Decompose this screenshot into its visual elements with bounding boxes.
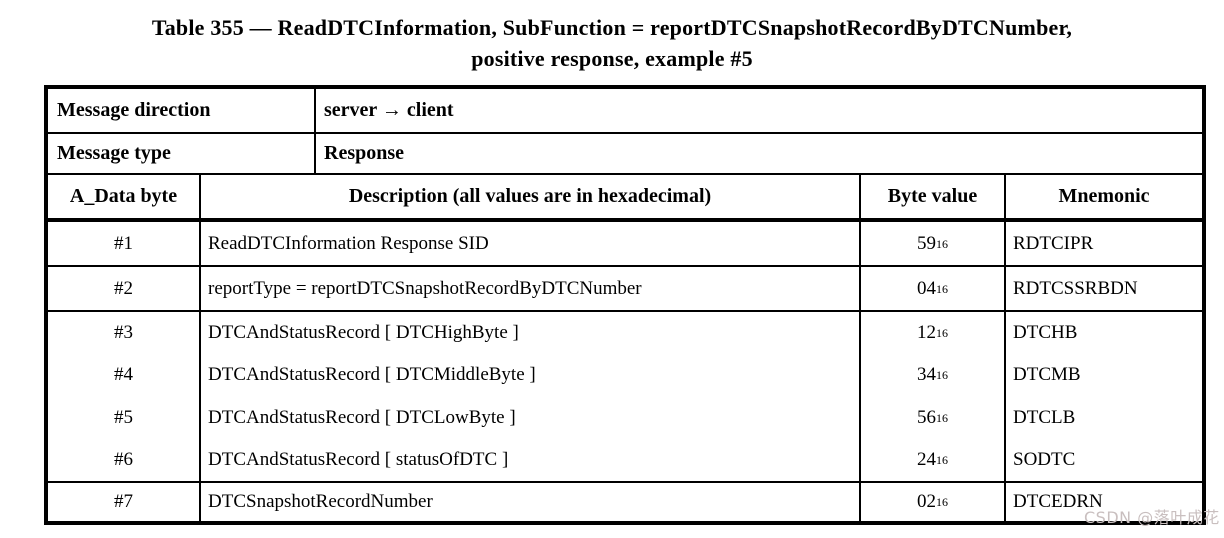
row-mnemonic: RDTCSSRBDN [1004, 267, 1202, 310]
row-byte-num: #4 [114, 364, 133, 386]
row-description: DTCAndStatusRecord [ DTCHighByte ] [208, 322, 519, 344]
table-row: #7 DTCSnapshotRecordNumber 02 16 DTCEDRN [48, 481, 1202, 521]
row-mnemonic: DTCLB [1013, 406, 1076, 428]
row-byte-value: 02 16 [859, 483, 1004, 521]
hex-value: 04 [917, 277, 936, 299]
header-description: Description (all values are in hexadecim… [199, 175, 859, 218]
meta-label-direction: Message direction [57, 99, 211, 121]
row-description: DTCAndStatusRecord [ statusOfDTC ] [208, 448, 509, 470]
row-byte-num: #1 [114, 232, 133, 254]
row-byte-value: 12 16 [861, 312, 1004, 354]
hex-base-subscript: 16 [936, 410, 948, 425]
header-value: Byte value [859, 175, 1004, 218]
row-mnemonic: DTCEDRN [1004, 483, 1202, 521]
row-mnemonic: RDTCIPR [1004, 222, 1202, 265]
row-byte-num: #7 [114, 491, 133, 512]
row-byte-num: #6 [114, 448, 133, 470]
header-mnemonic: Mnemonic [1004, 175, 1202, 218]
table-row-group: #3 #4 #5 #6 DTCAndStatusRecord [ DTCHigh… [48, 310, 1202, 481]
table-row: #2 reportType = reportDTCSnapshotRecordB… [48, 265, 1202, 310]
table-title-line2: positive response, example #5 [471, 46, 753, 71]
row-description: DTCSnapshotRecordNumber [199, 483, 859, 521]
hex-base-subscript: 16 [936, 368, 948, 383]
row-byte-value: 34 16 [861, 354, 1004, 396]
row-byte-value: 04 16 [859, 267, 1004, 310]
meta-label-type: Message type [57, 142, 171, 164]
row-mnemonic: SODTC [1013, 448, 1076, 470]
row-description: ReadDTCInformation Response SID [199, 222, 859, 265]
header-row: A_Data byte Description (all values are … [48, 173, 1202, 218]
table-row: #1 ReadDTCInformation Response SID 59 16 … [48, 218, 1202, 265]
hex-value: 02 [917, 491, 936, 512]
hex-value: 24 [917, 448, 936, 470]
hex-value: 12 [917, 322, 936, 344]
csdn-watermark: CSDN @落叶成花 [1084, 508, 1220, 527]
hex-value: 34 [917, 364, 936, 386]
row-description: reportType = reportDTCSnapshotRecordByDT… [199, 267, 859, 310]
meta-value-type: Response [314, 134, 1202, 173]
header-byte: A_Data byte [69, 185, 178, 207]
table-title: Table 355 — ReadDTCInformation, SubFunct… [0, 12, 1224, 74]
hex-base-subscript: 16 [936, 326, 948, 341]
mnemonic-column: DTCHB DTCMB DTCLB SODTC [1004, 312, 1202, 481]
table-title-line1: Table 355 — ReadDTCInformation, SubFunct… [151, 15, 1073, 40]
meta-value-direction: server → client [314, 89, 1202, 132]
hex-base-subscript: 16 [936, 452, 948, 467]
row-mnemonic: DTCHB [1013, 322, 1078, 344]
row-mnemonic: DTCMB [1013, 364, 1081, 386]
row-byte-num: #2 [114, 277, 133, 299]
byte-num-column: #3 #4 #5 #6 [48, 312, 199, 481]
meta-row-type: Message type Response [48, 132, 1202, 173]
description-column: DTCAndStatusRecord [ DTCHighByte ] DTCAn… [199, 312, 859, 481]
row-byte-num: #5 [114, 406, 133, 428]
row-description: DTCAndStatusRecord [ DTCMiddleByte ] [208, 364, 536, 386]
byte-value-column: 12 16 34 16 56 16 24 16 [859, 312, 1004, 481]
row-description: DTCAndStatusRecord [ DTCLowByte ] [208, 406, 516, 428]
hex-base-subscript: 16 [936, 281, 948, 296]
meta-row-direction: Message direction server → client [48, 89, 1202, 132]
row-byte-num: #3 [114, 322, 133, 344]
row-byte-value: 56 16 [861, 397, 1004, 439]
hex-base-subscript: 16 [936, 236, 948, 251]
hex-base-subscript: 16 [936, 495, 948, 509]
hex-value: 56 [917, 406, 936, 428]
data-table: Message direction server → client Messag… [44, 85, 1206, 525]
row-byte-value: 24 16 [861, 439, 1004, 481]
hex-value: 59 [917, 232, 936, 254]
row-byte-value: 59 16 [859, 222, 1004, 265]
